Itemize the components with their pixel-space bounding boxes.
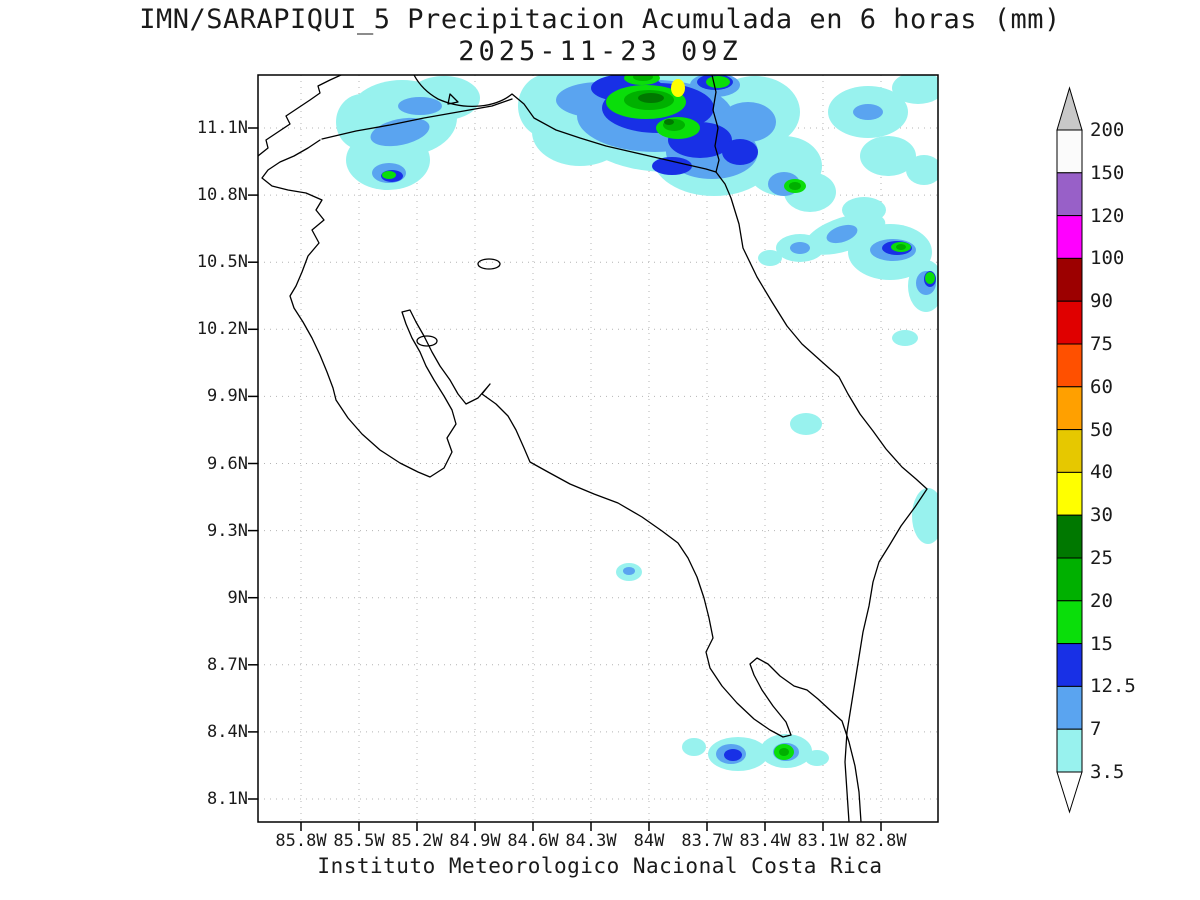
lat-tick-label: 10.5N — [196, 252, 248, 273]
colorbar-tick-label: 75 — [1090, 333, 1113, 355]
gridlines-layer — [258, 75, 938, 822]
colorbar-segment — [1056, 643, 1083, 687]
colorbar-segment — [1056, 514, 1083, 559]
colorbar-tick-label: 60 — [1090, 375, 1113, 398]
precipitation-layer — [336, 75, 938, 771]
precip-green-bright-shapes — [382, 75, 935, 760]
lon-tick-label: 85.5W — [333, 831, 385, 851]
lon-tick-label: 84.9W — [449, 831, 501, 851]
lake-nicaragua-san-juan-river — [413, 75, 717, 173]
colorbar-segment — [1056, 557, 1083, 602]
colorbar-tick-label: 90 — [1090, 290, 1113, 313]
lake-islet — [447, 93, 459, 105]
costa-rica-pacific-coast — [261, 139, 862, 822]
lat-tick-label: 9.3N — [207, 520, 248, 541]
colorbar-segment — [1056, 172, 1083, 217]
colorbar-tick-label: 200 — [1090, 119, 1125, 141]
lon-tick-label: 84.3W — [565, 831, 617, 851]
lon-tick-label: 85.2W — [391, 831, 443, 851]
colorbar-tick-label: 15 — [1090, 632, 1113, 655]
lon-tick-label: 83.1W — [797, 831, 849, 851]
colorbar-segment — [1056, 429, 1083, 473]
lon-tick-label: 84.6W — [507, 831, 559, 851]
colorbar-tick-label: 120 — [1090, 204, 1125, 227]
footer-credit: Instituto Meteorologico Nacional Costa R… — [317, 854, 883, 878]
lat-tick-label: 9.6N — [207, 453, 248, 474]
lon-tick-label: 85.8W — [275, 831, 327, 851]
lon-tick-label: 83.4W — [739, 831, 791, 851]
lat-tick-label: 8.4N — [207, 721, 248, 742]
lon-tick-label: 82.8W — [855, 831, 907, 851]
lat-tick-label: 11.1N — [196, 118, 248, 138]
colorbar-tick-label: 100 — [1090, 247, 1125, 270]
colorbar-tick-label: 3.5 — [1090, 761, 1125, 783]
map-subtitle: 2025-11-23 09Z — [458, 36, 742, 67]
colorbar-segment — [1056, 728, 1083, 773]
lake-arenal-outline — [477, 258, 501, 270]
lat-tick-label: 8.1N — [207, 789, 248, 809]
caribbean-coast-panama-border — [715, 171, 928, 822]
colorbar-segment — [1056, 215, 1083, 259]
map-frame — [257, 74, 939, 823]
precip-blue-shapes — [381, 75, 936, 761]
colorbar-segment — [1056, 343, 1083, 388]
costa-rica-nicaragua-border — [321, 98, 513, 140]
colorbar-segment — [1056, 257, 1083, 302]
nicaragua-caribbean-coast — [711, 75, 720, 173]
lon-tick-label: 83.7W — [681, 831, 733, 851]
colorbar-under-arrow — [1056, 771, 1083, 814]
colorbar-tick-label: 7 — [1090, 718, 1102, 741]
colorbar-tick-label: 150 — [1090, 161, 1125, 184]
colorbar-segment — [1056, 300, 1083, 345]
colorbar-segment — [1056, 685, 1083, 730]
colorbar-segment — [1056, 386, 1083, 431]
lat-tick-label: 10.8N — [196, 185, 248, 206]
lat-tick-label: 9.9N — [207, 386, 248, 407]
axis-ticks-layer — [248, 127, 882, 831]
colorbar-tick-label: 30 — [1090, 504, 1113, 527]
colorbar-tick-label: 25 — [1090, 547, 1113, 569]
precip-green-dark-shapes — [638, 93, 674, 125]
precip-cyan-shapes — [336, 75, 938, 771]
precip-lightblue-shapes — [370, 75, 936, 764]
colorbar-over-arrow — [1056, 86, 1083, 131]
colorbar-segment — [1056, 129, 1083, 174]
precip-yellow-shapes — [671, 79, 685, 97]
coastline-layer — [258, 75, 928, 822]
map-title: IMN/SARAPIQUI_5 Precipitacion Acumulada … — [139, 4, 1061, 35]
colorbar-tick-label: 20 — [1090, 589, 1113, 612]
isla-chira-outline — [416, 335, 438, 347]
lon-tick-label: 84W — [633, 831, 665, 851]
lat-tick-label: 9N — [227, 587, 248, 608]
lat-tick-label: 8.7N — [207, 654, 248, 675]
colorbar-segment — [1056, 471, 1083, 516]
colorbar-graphic — [1056, 86, 1083, 814]
colorbar-tick-label: 50 — [1090, 418, 1113, 441]
colorbar-tick-label: 40 — [1090, 461, 1113, 484]
colorbar-tick-label: 12.5 — [1090, 675, 1136, 698]
lat-tick-label: 10.2N — [196, 319, 248, 340]
nicaragua-pacific-coast — [258, 75, 342, 157]
colorbar-segment — [1056, 600, 1083, 645]
